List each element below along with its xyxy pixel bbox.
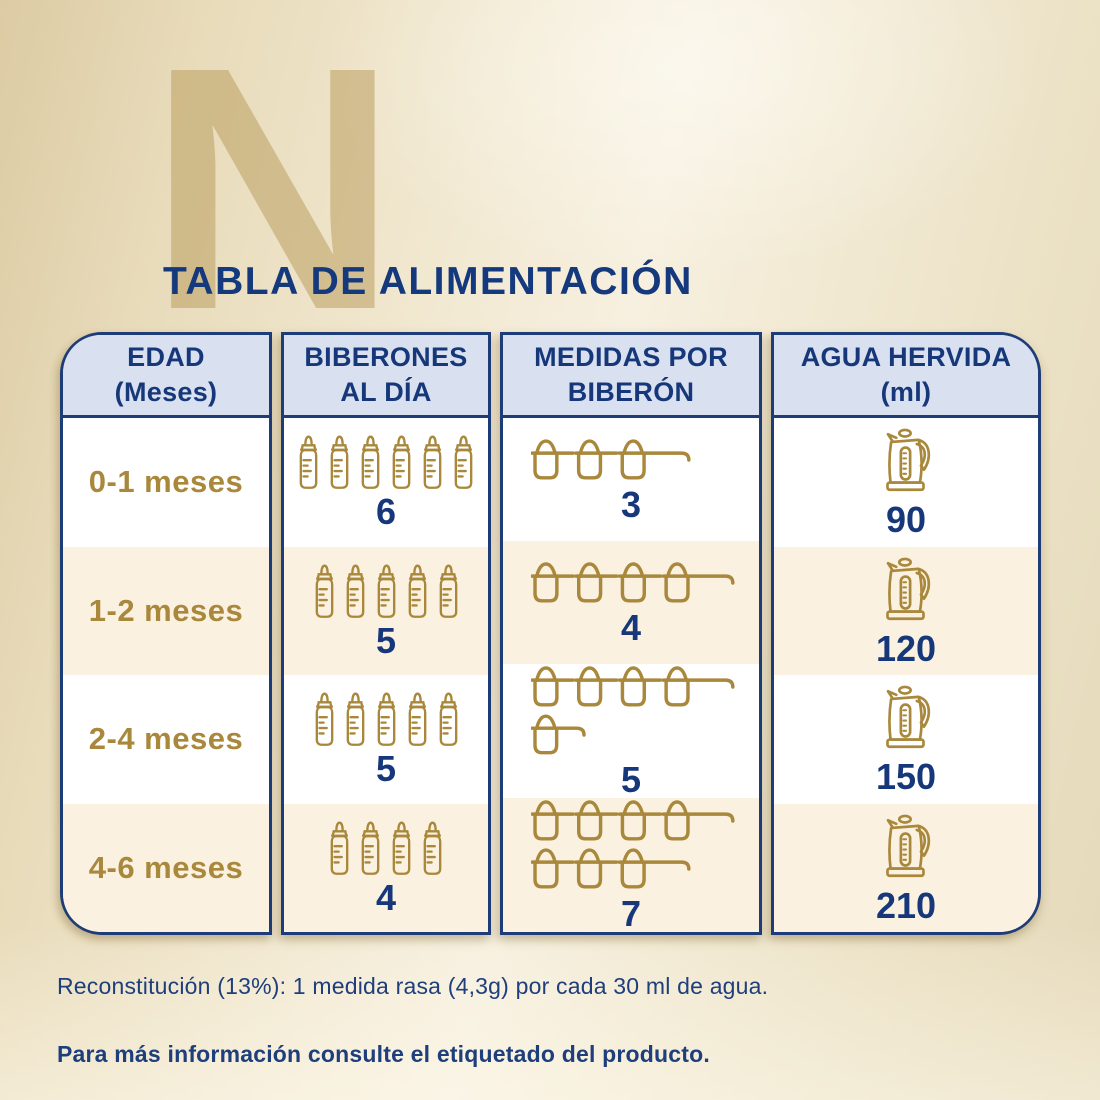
bottles-count: 6: [375, 491, 397, 533]
table-row-cell: 7: [503, 798, 759, 932]
baby-bottle-icon: [346, 692, 364, 747]
baby-bottle-icon: [315, 692, 333, 747]
measuring-scoop-icon: [531, 848, 691, 889]
header-line: (ml): [880, 377, 932, 407]
measuring-scoop-icon: [531, 714, 586, 755]
measuring-scoop-icon: [531, 438, 691, 480]
header-line: EDAD: [127, 341, 205, 372]
column-medidas: MEDIDAS POR BIBERÓN 3 4 5 7: [500, 332, 762, 935]
measuring-scoop-icons: [515, 437, 747, 483]
baby-bottle-icon: [439, 564, 457, 618]
header-line: BIBERÓN: [567, 377, 695, 407]
scoops-count: 4: [620, 606, 642, 648]
table-row-cell: 4: [503, 541, 759, 664]
water-ml: 120: [875, 627, 937, 669]
page-title: TABLA DE ALIMENTACIÓN: [163, 260, 693, 304]
table-row-cell: 5: [503, 664, 759, 798]
baby-bottle-icon: [392, 435, 411, 490]
column-agua: AGUA HERVIDA (ml) 90 120 150 210: [771, 332, 1041, 935]
baby-bottle-icon: [361, 435, 380, 490]
table-row-cell: 4-6 meses: [63, 803, 269, 932]
table-row-cell: 150: [774, 675, 1038, 804]
baby-bottle-icon: [408, 692, 426, 747]
measuring-scoop-icons: [515, 798, 747, 892]
kettle-icon: [877, 555, 935, 627]
table-row-cell: 1-2 meses: [63, 546, 269, 675]
baby-bottle-icon: [454, 435, 473, 490]
brand-letter-watermark: N: [148, 0, 398, 382]
measuring-scoop-icons: [515, 664, 747, 758]
baby-bottle-icon: [423, 435, 442, 490]
table-row-cell: 4: [284, 803, 488, 932]
baby-bottle-icon: [315, 564, 333, 618]
header-line: MEDIDAS POR: [534, 341, 728, 372]
table-row-cell: 120: [774, 546, 1038, 675]
kettle-icon: [877, 683, 935, 755]
table-row-cell: 3: [503, 418, 759, 541]
water-ml: 90: [885, 499, 927, 541]
column-header-agua: AGUA HERVIDA (ml): [774, 335, 1038, 418]
table-row-cell: 2-4 meses: [63, 675, 269, 804]
measuring-scoop-icon: [531, 800, 735, 841]
table-row-cell: 210: [774, 803, 1038, 932]
baby-bottle-icons: [309, 563, 464, 619]
feeding-table: EDAD (Meses) 0-1 meses 1-2 meses 2-4 mes…: [60, 332, 1041, 935]
header-line: AL DÍA: [340, 377, 432, 407]
age-label: 2-4 meses: [88, 721, 244, 757]
scoops-count: 5: [620, 759, 642, 800]
header-line: (Meses): [114, 377, 218, 407]
baby-bottle-icon: [361, 821, 380, 875]
baby-bottle-icon: [377, 692, 395, 747]
table-row-cell: 0-1 meses: [63, 418, 269, 547]
measuring-scoop-icon: [531, 561, 735, 603]
column-header-edad: EDAD (Meses): [63, 335, 269, 418]
table-row-cell: 90: [774, 418, 1038, 547]
scoops-count: 7: [620, 893, 642, 934]
baby-bottle-icons: [309, 691, 464, 747]
table-row-cell: 6: [284, 418, 488, 547]
reconstitution-note: Reconstitución (13%): 1 medida rasa (4,3…: [57, 973, 769, 999]
age-label: 4-6 meses: [88, 849, 244, 885]
header-line: AGUA HERVIDA: [800, 341, 1012, 372]
kettle-icon: [886, 685, 931, 749]
header-line: BIBERONES: [304, 341, 468, 372]
bottles-count: 4: [375, 876, 397, 918]
column-header-biberones: BIBERONES AL DÍA: [284, 335, 488, 418]
water-ml: 150: [875, 756, 937, 798]
kettle-icon: [877, 426, 935, 498]
measuring-scoop-icon: [531, 666, 735, 707]
baby-bottle-icon: [377, 564, 395, 618]
table-row-cell: 5: [284, 546, 488, 675]
baby-bottle-icon: [408, 564, 426, 618]
table-row-cell: 5: [284, 675, 488, 804]
baby-bottle-icon: [346, 564, 364, 618]
column-biberones: BIBERONES AL DÍA 6 5 5 4: [281, 332, 491, 935]
baby-bottle-icon: [330, 435, 349, 490]
bottles-count: 5: [375, 748, 397, 790]
age-label: 0-1 meses: [88, 464, 244, 500]
baby-bottle-icons: [293, 434, 479, 490]
column-edad: EDAD (Meses) 0-1 meses 1-2 meses 2-4 mes…: [60, 332, 272, 935]
baby-bottle-icon: [423, 821, 442, 875]
kettle-icon: [886, 814, 931, 877]
baby-bottle-icon: [299, 435, 318, 490]
scoops-count: 3: [620, 483, 642, 525]
baby-bottle-icon: [392, 821, 411, 875]
kettle-icon: [877, 812, 935, 884]
age-label: 1-2 meses: [88, 592, 244, 628]
measuring-scoop-icons: [515, 560, 747, 606]
baby-bottle-icon: [330, 821, 349, 875]
kettle-icon: [886, 557, 931, 620]
baby-bottle-icons: [324, 820, 448, 876]
more-info-note: Para más información consulte el etiquet…: [57, 1041, 710, 1067]
water-ml: 210: [875, 884, 937, 926]
kettle-icon: [886, 428, 931, 492]
baby-bottle-icon: [439, 692, 457, 747]
bottles-count: 5: [375, 619, 397, 661]
column-header-medidas: MEDIDAS POR BIBERÓN: [503, 335, 759, 418]
